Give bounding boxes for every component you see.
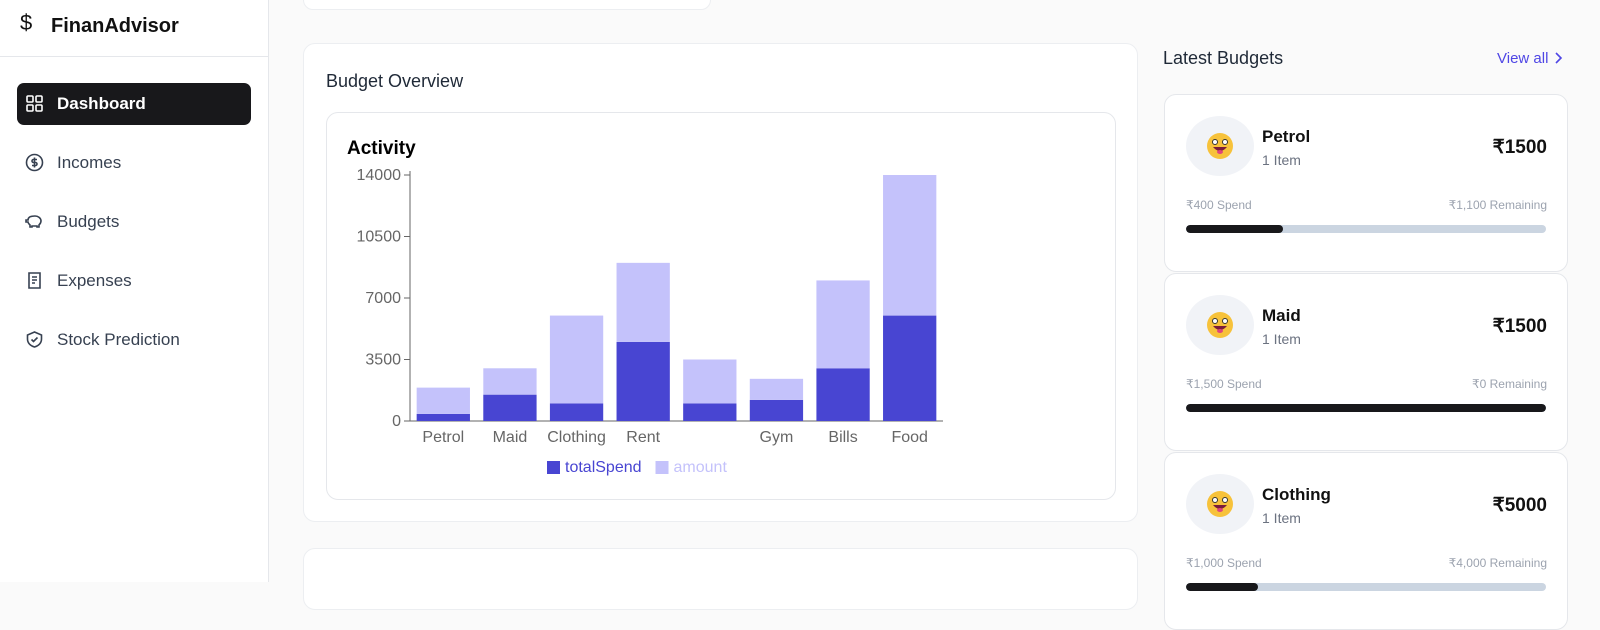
remaining: ₹0 Remaining xyxy=(1471,377,1547,391)
bar xyxy=(483,394,537,421)
budget-name: Petrol xyxy=(1262,127,1311,146)
bar xyxy=(816,280,870,369)
remaining: ₹1,100 Remaining xyxy=(1448,198,1547,212)
bar xyxy=(549,315,604,404)
bottom-card xyxy=(303,548,1138,610)
nav-icon xyxy=(28,272,41,289)
x-tick-label: Maid xyxy=(493,429,528,446)
nav-label: Expenses xyxy=(57,271,132,290)
budget-count: 1 Item xyxy=(1262,152,1301,168)
section-title: Budget Overview xyxy=(326,71,464,91)
sidebar: $ FinanAdvisor Dashboard Incomes Budgets Ex… xyxy=(0,0,269,582)
chart-title: Activity xyxy=(347,138,416,159)
y-tick-label: 3500 xyxy=(365,352,401,369)
budget-count: 1 Item xyxy=(1262,510,1301,526)
spend: ₹1,000 Spend xyxy=(1186,556,1262,570)
bar xyxy=(816,368,870,421)
nav-label: Incomes xyxy=(57,153,122,172)
progress-track xyxy=(1186,583,1546,591)
divider xyxy=(0,56,268,57)
bar xyxy=(549,403,604,421)
budget-amount: ₹1500 xyxy=(1492,316,1547,337)
emoji-face xyxy=(1207,133,1233,159)
top-card xyxy=(303,0,711,10)
budget-card[interactable]: Maid 1 Item ₹1500 ₹1,500 Spend ₹0 Remaining xyxy=(1164,273,1568,451)
nav-item[interactable]: Stock Prediction xyxy=(17,319,251,361)
legend-swatch xyxy=(655,461,669,474)
nav-item[interactable]: Expenses xyxy=(17,260,251,302)
progress-bar xyxy=(1186,583,1258,591)
remaining: ₹4,000 Remaining xyxy=(1448,556,1547,570)
chart-box xyxy=(326,112,1116,500)
emoji-face xyxy=(1207,312,1233,338)
y-tick-label: 14000 xyxy=(357,167,402,184)
chart: Activity 0 3500 7000 10500 14000 Petrol Maid Cl… xyxy=(347,138,943,476)
x-tick-label: Clothing xyxy=(547,429,606,446)
budget-card[interactable]: Petrol 1 Item ₹1500 ₹400 Spend ₹1,100 Remain… xyxy=(1164,94,1568,272)
progress-bar xyxy=(1186,225,1284,233)
bar xyxy=(616,262,670,342)
bar xyxy=(883,315,937,421)
nav-label: Budgets xyxy=(57,212,120,231)
logo-icon: $ xyxy=(20,10,33,35)
bar xyxy=(683,403,737,421)
progress-bar xyxy=(1186,404,1546,412)
emoji xyxy=(1186,116,1254,176)
legend-label: amount xyxy=(674,459,728,476)
budget-name: Clothing xyxy=(1262,485,1331,504)
nav-icon xyxy=(25,153,44,172)
emoji xyxy=(1186,474,1254,534)
progress-track xyxy=(1186,404,1546,412)
spend: ₹1,500 Spend xyxy=(1186,377,1262,391)
x-tick-label: Rent xyxy=(626,429,660,446)
x-tick-label: Petrol xyxy=(422,429,464,446)
bar xyxy=(416,387,470,414)
bar xyxy=(416,413,470,421)
chevron xyxy=(1555,52,1563,64)
nav-icon xyxy=(26,95,43,112)
emoji xyxy=(1186,295,1254,355)
nav-item[interactable]: Incomes xyxy=(17,142,251,184)
nav-icon xyxy=(26,331,43,348)
view-all[interactable]: View all xyxy=(1497,50,1549,67)
progress-track xyxy=(1186,225,1546,233)
x-tick-label: Gym xyxy=(760,429,794,446)
bar xyxy=(683,359,737,404)
budget-amount: ₹1500 xyxy=(1492,137,1547,158)
y-tick-label: 7000 xyxy=(365,290,401,307)
y-tick-label: 0 xyxy=(392,413,401,430)
nav-item[interactable]: Budgets xyxy=(17,201,251,243)
legend-label: totalSpend xyxy=(565,459,642,476)
bar xyxy=(616,341,670,421)
emoji-face xyxy=(1207,491,1233,517)
nav-label: Dashboard xyxy=(57,94,146,113)
x-tick-label: Bills xyxy=(828,429,857,446)
bar xyxy=(749,378,804,400)
budget-card[interactable]: Clothing 1 Item ₹5000 ₹1,000 Spend ₹4,000 Re… xyxy=(1164,452,1568,630)
nav-item[interactable]: Dashboard xyxy=(17,83,251,125)
latest-title: Latest Budgets xyxy=(1163,48,1284,68)
overview-card: Budget Overview xyxy=(303,43,1138,522)
bar xyxy=(749,399,804,421)
y-tick-label: 10500 xyxy=(357,229,402,246)
budget-name: Maid xyxy=(1262,306,1301,325)
legend-swatch xyxy=(547,461,560,474)
spend: ₹400 Spend xyxy=(1186,198,1252,212)
budget-amount: ₹5000 xyxy=(1492,495,1547,516)
brand: FinanAdvisor xyxy=(51,15,179,37)
budget-count: 1 Item xyxy=(1262,331,1301,347)
nav-icon xyxy=(25,215,42,228)
nav-label: Stock Prediction xyxy=(57,330,180,349)
x-tick-label: Food xyxy=(891,429,927,446)
bar xyxy=(483,368,537,395)
bar xyxy=(883,175,937,316)
